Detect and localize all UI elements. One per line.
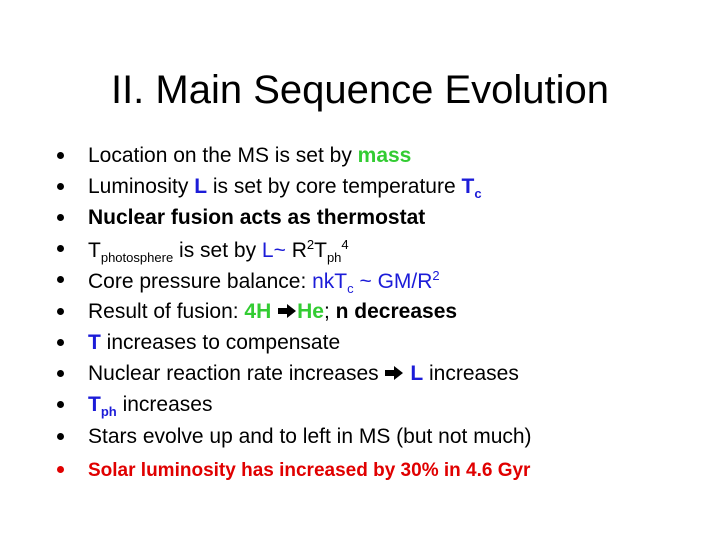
superscript: 2 xyxy=(306,237,315,252)
text: Nuclear fusion acts as thermostat xyxy=(88,206,426,229)
bullet: Core pressure balance: nkTc ~ GM/R2 xyxy=(57,268,440,297)
bullet: Result of fusion: 4H He; n decreases xyxy=(57,300,458,323)
text: He xyxy=(297,300,324,323)
text: Luminosity xyxy=(88,175,195,198)
text: L xyxy=(194,175,208,198)
text: increases xyxy=(116,393,213,416)
text: Solar luminosity has increased by 30% in… xyxy=(88,460,531,481)
text: Location on the MS is set by xyxy=(88,144,358,167)
text: R xyxy=(285,239,307,262)
slide-title: II. Main Sequence Evolution xyxy=(110,68,610,112)
text: is set by core temperature xyxy=(207,175,462,198)
text: T xyxy=(88,393,101,416)
text: L~ xyxy=(261,239,286,262)
bullet-dot xyxy=(57,466,64,473)
bullet: T increases to compensate xyxy=(57,331,341,354)
bullet: Tphotosphere is set by L~ R2Tph4 xyxy=(57,237,349,266)
text: ~ GM/R xyxy=(353,270,433,293)
bullet-dot xyxy=(57,152,64,159)
text: Nuclear reaction rate increases xyxy=(88,362,385,385)
text: mass xyxy=(357,144,412,167)
bullet: Stars evolve up and to left in MS (but n… xyxy=(57,425,532,448)
text: Core pressure balance: xyxy=(88,270,313,293)
bullet: Tph increases xyxy=(57,393,213,420)
subscript: photosphere xyxy=(100,250,174,266)
bullet-dot xyxy=(57,183,64,190)
text: nkT xyxy=(312,270,348,293)
bullet: Nuclear fusion acts as thermostat xyxy=(57,206,426,229)
bullet-dot xyxy=(57,433,64,440)
text: T xyxy=(88,239,101,262)
arrow-icon xyxy=(278,304,297,318)
subscript: ph xyxy=(100,404,117,420)
bullet: Nuclear reaction rate increases L increa… xyxy=(57,362,519,385)
text: T xyxy=(461,175,475,198)
text: ; xyxy=(323,300,336,323)
text: is set by xyxy=(173,239,262,262)
text: increases xyxy=(423,362,519,385)
text: T xyxy=(88,331,101,354)
text: n decreases xyxy=(335,300,458,323)
subscript: c xyxy=(347,281,354,297)
bullet-dot xyxy=(57,401,64,408)
subscript: ph xyxy=(326,250,342,266)
bullet-dot xyxy=(57,245,64,252)
bullet: Solar luminosity has increased by 30% in… xyxy=(57,459,531,481)
text: 4H xyxy=(244,300,278,323)
superscript: 2 xyxy=(432,268,440,283)
text: T xyxy=(314,239,327,262)
text: increases to compensate xyxy=(100,331,341,354)
superscript: 4 xyxy=(341,237,349,252)
text: L xyxy=(410,362,424,385)
bullet-dot xyxy=(57,214,64,221)
bullet: Location on the MS is set by mass xyxy=(57,144,412,167)
bullet-dot xyxy=(57,276,64,283)
bullet-dot xyxy=(57,339,64,346)
text: Stars evolve up and to left in MS (but n… xyxy=(88,425,532,448)
bullet-dot xyxy=(57,370,64,377)
subscript: c xyxy=(474,186,482,202)
text: Result of fusion: xyxy=(88,300,245,323)
bullet-dot xyxy=(57,308,64,315)
arrow-icon xyxy=(385,366,404,380)
bullet: Luminosity L is set by core temperature … xyxy=(57,175,482,202)
